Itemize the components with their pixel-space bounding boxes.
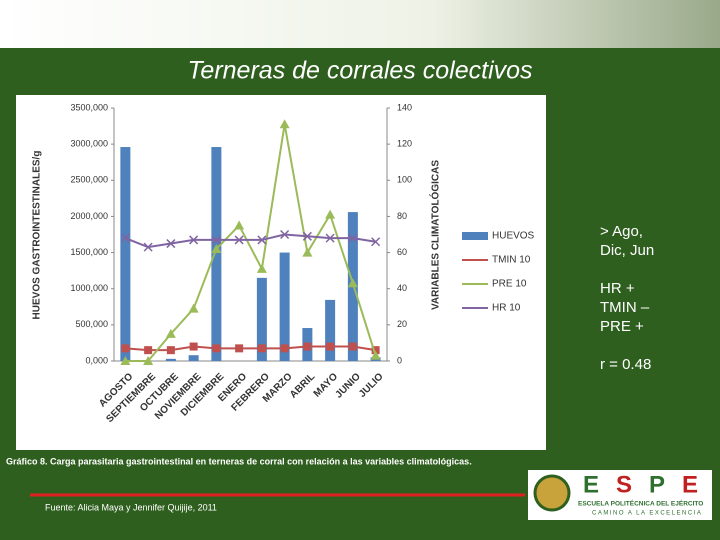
bar: [188, 355, 199, 361]
note: > Ago,: [600, 223, 643, 240]
y-tick-label: 1000,000: [70, 283, 108, 293]
marker: [189, 235, 199, 245]
marker: [279, 119, 290, 129]
y-tick-label: 2000,000: [70, 211, 108, 221]
logo-letter: S: [616, 471, 632, 498]
marker: [325, 209, 336, 219]
y2-tick-label: 120: [397, 139, 412, 149]
note: PRE +: [600, 318, 644, 335]
line: [125, 233, 376, 249]
marker: [166, 239, 176, 249]
marker: [371, 346, 380, 355]
caption: Gráfico 8. Carga parasitaria gastrointes…: [6, 456, 472, 466]
slide-title: Terneras de corrales colectivos: [187, 57, 532, 85]
marker: [234, 235, 244, 245]
logo-letter: E: [583, 471, 599, 498]
note: Dic, Jun: [600, 242, 654, 259]
marker: [211, 243, 222, 253]
marker: [257, 344, 266, 353]
y-tick-label: 0,000: [85, 355, 108, 365]
y2-tick-label: 20: [397, 319, 407, 329]
marker: [371, 237, 381, 247]
marker: [280, 229, 290, 240]
bar: [120, 147, 131, 361]
y-tick-label: 500,000: [75, 319, 108, 329]
logo-emblem: [533, 474, 571, 512]
marker: [120, 233, 130, 243]
legend-label: HR 10: [492, 303, 521, 314]
bar: [165, 358, 176, 361]
marker: [143, 242, 153, 252]
logo-letter: E: [682, 471, 698, 498]
marker: [326, 342, 335, 351]
marker: [212, 344, 221, 353]
y2-tick-label: 140: [397, 102, 412, 112]
y-tick-label: 1500,000: [70, 247, 108, 257]
note: r = 0.48: [600, 356, 651, 373]
marker: [302, 247, 313, 257]
bar: [325, 299, 336, 361]
logo-name: ESCUELA POLITÉCNICA DEL EJÉRCITO: [578, 499, 703, 508]
marker: [120, 356, 131, 365]
y2-axis-title: VARIABLES CLIMATOLÓGICAS: [429, 160, 442, 310]
marker: [370, 350, 381, 360]
legend-swatch: [462, 232, 488, 240]
marker: [143, 356, 154, 365]
marker: [257, 235, 267, 245]
bar: [211, 147, 222, 361]
bar: [256, 277, 267, 361]
marker: [121, 344, 130, 353]
source: Fuente: Alicia Maya y Jennifer Quijije, …: [45, 502, 217, 512]
marker: [211, 235, 221, 245]
marker: [347, 278, 358, 288]
marker: [144, 346, 153, 355]
y2-tick-label: 40: [397, 283, 407, 293]
logo-letter: P: [649, 471, 665, 498]
marker: [348, 233, 358, 243]
marker: [302, 231, 312, 241]
marker: [166, 346, 175, 355]
y2-tick-label: 60: [397, 247, 407, 257]
legend-label: TMIN 10: [492, 255, 531, 266]
marker: [256, 263, 267, 273]
logo-motto: CAMINO A LA EXCELENCIA: [592, 511, 702, 517]
marker: [348, 342, 357, 351]
bar: [279, 252, 290, 361]
marker: [325, 233, 335, 243]
y-tick-label: 3000,000: [70, 139, 108, 149]
marker: [189, 342, 198, 351]
y-axis-title: HUEVOS GASTROINTESTINALES/g: [32, 151, 43, 320]
note: HR +: [600, 280, 635, 297]
marker: [235, 344, 244, 353]
marker: [303, 342, 312, 351]
y-tick-label: 3500,000: [70, 102, 108, 112]
marker: [234, 220, 245, 230]
marker: [280, 344, 289, 353]
y2-tick-label: 100: [397, 175, 412, 185]
marker: [165, 328, 176, 338]
top-band: [0, 0, 720, 48]
y2-tick-label: 0: [397, 355, 402, 365]
legend-label: PRE 10: [492, 279, 527, 290]
line: [125, 124, 377, 362]
legend-label: HUEVOS: [492, 231, 535, 242]
y-tick-label: 2500,000: [70, 175, 108, 185]
marker: [188, 303, 199, 313]
y2-tick-label: 80: [397, 211, 407, 221]
note: TMIN –: [600, 299, 650, 316]
